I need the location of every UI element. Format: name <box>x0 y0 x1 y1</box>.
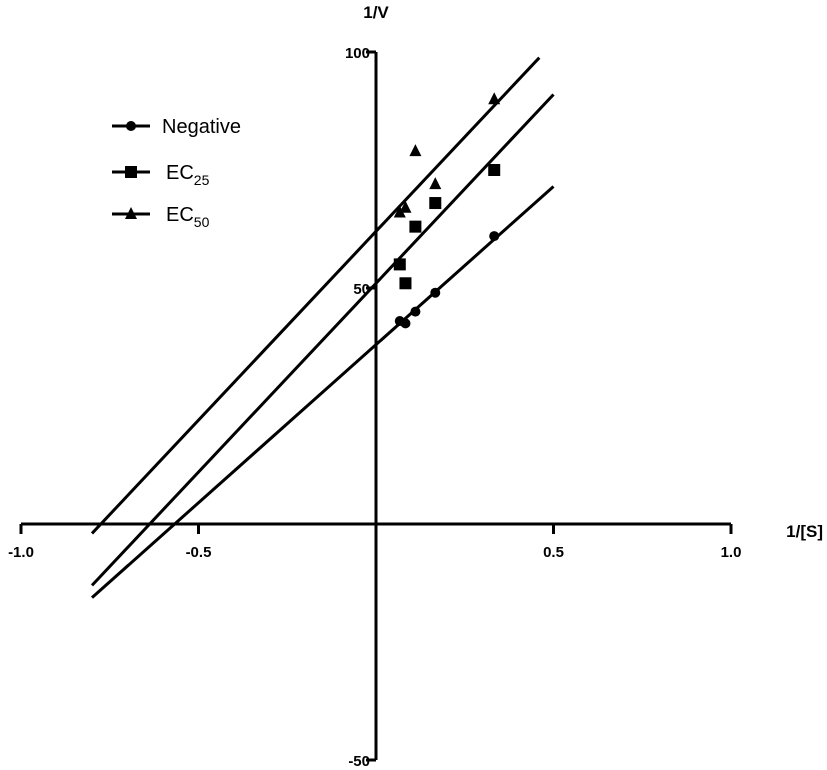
data-point-series-2 <box>399 200 412 213</box>
data-point-series-0 <box>410 306 421 317</box>
y-tick-label: -50 <box>348 753 370 770</box>
legend-label-negative-main: Negative <box>162 116 241 138</box>
legend-marker-shape <box>126 121 136 131</box>
fit-line-series-1 <box>90 93 555 587</box>
legend-marker-shape <box>125 207 137 219</box>
legend-label-ec25: EC25 <box>166 162 210 188</box>
y-tick-label: 50 <box>353 281 370 298</box>
y-tick-label: 100 <box>345 45 370 62</box>
data-point-series-1 <box>488 164 501 176</box>
data-points <box>393 92 501 329</box>
data-point-series-2 <box>488 92 501 105</box>
legend-label-ec50-main: EC <box>166 204 194 226</box>
x-axis-title: 1/[S] <box>786 522 823 541</box>
legend-item-negative: Negative <box>112 116 241 138</box>
legend-item-ec50: EC50 <box>112 204 210 230</box>
fit-lines <box>90 56 555 599</box>
axes <box>21 52 731 760</box>
y-axis-title: 1/V <box>363 3 389 22</box>
x-tick-label: 1.0 <box>721 544 742 561</box>
legend: Negative EC25 EC50 <box>112 116 241 230</box>
data-point-series-0 <box>489 231 500 242</box>
data-point-series-2 <box>393 205 406 218</box>
legend-marker-negative <box>126 121 136 131</box>
data-point-series-2 <box>409 144 422 157</box>
x-tick-label: 0.5 <box>543 544 564 561</box>
tick-labels: -1.0 -0.5 0.5 1.0 -50 50 100 <box>8 45 741 770</box>
legend-marker-shape <box>125 166 137 178</box>
fit-line-series-2 <box>90 56 541 535</box>
data-point-series-1 <box>393 258 406 271</box>
legend-label-ec25-main: EC <box>166 162 194 184</box>
legend-label-ec50-sub: 50 <box>194 214 210 230</box>
x-tick-label: -1.0 <box>8 544 34 561</box>
legend-marker-ec25 <box>125 166 137 178</box>
data-point-series-1 <box>409 220 422 233</box>
data-point-series-2 <box>429 177 442 190</box>
legend-item-ec25: EC25 <box>112 162 210 188</box>
legend-label-ec50: EC50 <box>166 204 210 230</box>
data-point-series-1 <box>429 197 442 210</box>
x-tick-label: -0.5 <box>186 544 212 561</box>
data-point-series-0 <box>430 287 441 298</box>
fit-line-series-0 <box>91 185 555 599</box>
data-point-series-0 <box>400 318 411 329</box>
legend-marker-ec50 <box>125 207 137 219</box>
legend-label-ec25-sub: 25 <box>194 172 210 188</box>
legend-label-negative: Negative <box>162 116 241 138</box>
data-point-series-1 <box>399 277 412 290</box>
